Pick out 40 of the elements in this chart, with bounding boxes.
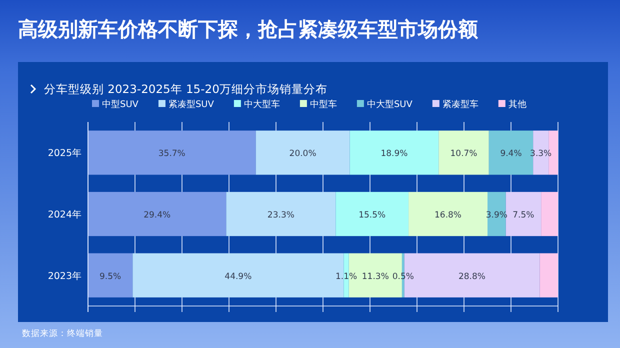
legend-label: 中型SUV: [102, 99, 140, 110]
data-label: 18.9%: [380, 149, 408, 160]
chart-title: 高级别新车价格不断下探，抢占紧凑级车型市场份额: [18, 17, 479, 41]
bar: [256, 130, 350, 175]
bar: [226, 192, 336, 236]
data-label: 9.5%: [100, 272, 122, 282]
bar: [88, 130, 256, 175]
source-note: 数据来源：终端销量: [22, 328, 103, 339]
data-label: 29.4%: [144, 210, 171, 220]
data-label: 20.0%: [289, 149, 316, 160]
bar: [88, 192, 226, 236]
legend-label: 其他: [508, 99, 526, 110]
data-label: 11.3%: [362, 272, 389, 282]
data-label: 7.5%: [512, 210, 534, 220]
bar: [88, 253, 133, 298]
bar: [350, 130, 439, 175]
legend-label: 中大型车: [244, 99, 280, 110]
y-tick-label: 2025年: [48, 147, 82, 160]
data-label: 9.4%: [500, 149, 522, 160]
data-label: 10.7%: [450, 149, 478, 160]
bar: [438, 130, 489, 175]
y-tick-label: 2024年: [48, 208, 82, 220]
bar: [540, 253, 558, 298]
data-label: 28.8%: [458, 272, 486, 282]
bar: [408, 192, 488, 236]
data-label: 15.5%: [358, 210, 386, 220]
bar: [541, 192, 558, 236]
legend-label: 中大型SUV: [366, 99, 414, 110]
data-label: 1.1%: [335, 272, 358, 282]
data-label: 35.7%: [158, 149, 186, 160]
legend-label: 紧凑型车: [442, 99, 478, 110]
data-label: 44.9%: [224, 272, 252, 282]
bar: [506, 192, 542, 236]
legend-label: 紧凑型SUV: [168, 99, 215, 110]
legend-label: 中型车: [310, 99, 337, 110]
y-tick-label: 2023年: [48, 270, 82, 282]
chart-subtitle: 分车型级别 2023-2025年 15-20万细分市场销量分布: [44, 82, 328, 96]
data-label: 23.3%: [267, 210, 294, 220]
data-label: 16.8%: [434, 210, 462, 220]
bar: [336, 192, 409, 236]
